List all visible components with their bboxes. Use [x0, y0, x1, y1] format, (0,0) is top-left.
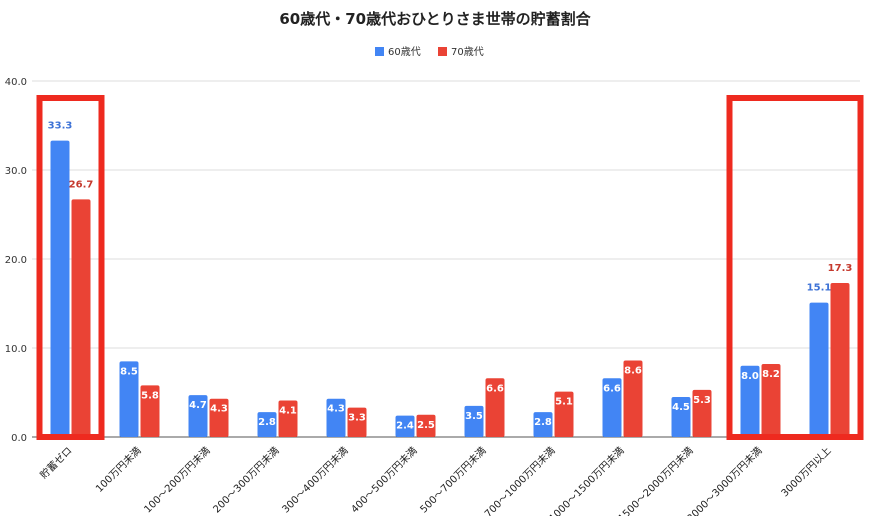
- x-tick-label: 300～400万円未満: [280, 445, 351, 516]
- x-tick-label: 200～300万円未満: [211, 445, 282, 516]
- bar: [395, 415, 415, 437]
- x-tick-label: 貯蓄ゼロ: [38, 445, 75, 482]
- legend-label: 60歳代: [388, 46, 421, 58]
- data-label: 4.7: [189, 400, 207, 411]
- bar: [485, 378, 505, 437]
- data-label: 15.1: [807, 283, 832, 294]
- data-label: 8.2: [762, 369, 780, 380]
- x-tick-label: 1500～2000万円未満: [616, 445, 696, 516]
- bar: [809, 302, 829, 437]
- bar: [533, 412, 553, 437]
- bar: [119, 361, 139, 437]
- x-tick-label: 3000万円以上: [779, 445, 834, 500]
- bar: [278, 400, 298, 437]
- bar: [347, 407, 367, 437]
- bar: [623, 360, 643, 437]
- data-label: 2.5: [417, 420, 435, 431]
- bar: [71, 199, 91, 437]
- data-label: 6.6: [486, 383, 504, 394]
- data-label: 3.5: [465, 411, 483, 422]
- x-tick-label: 1000～1500万円未満: [547, 445, 627, 516]
- y-tick-label: 20.0: [5, 255, 27, 266]
- data-label: 4.5: [672, 402, 690, 413]
- highlight-box: [726, 95, 864, 440]
- x-tick-label: 2000～3000万円未満: [685, 445, 765, 516]
- data-label: 26.7: [69, 179, 94, 190]
- data-label: 33.3: [48, 121, 73, 132]
- data-label: 6.6: [603, 383, 621, 394]
- data-label: 17.3: [828, 263, 853, 274]
- data-label: 5.1: [555, 397, 573, 408]
- legend-swatch: [375, 47, 384, 56]
- bar: [257, 412, 277, 437]
- data-label: 8.6: [624, 365, 642, 376]
- bar: [830, 283, 850, 437]
- bar: [326, 398, 346, 437]
- data-label: 4.3: [327, 404, 345, 415]
- x-tick-label: 500～700万円未満: [418, 445, 489, 516]
- legend-label: 70歳代: [451, 46, 484, 58]
- chart-title: 60歳代・70歳代おひとりさま世帯の貯蓄割合: [279, 10, 591, 28]
- bar: [602, 378, 622, 437]
- y-tick-label: 40.0: [5, 77, 27, 88]
- data-label: 2.4: [396, 421, 414, 432]
- y-tick-label: 10.0: [5, 344, 27, 355]
- x-tick-label: 400～500万円未満: [349, 445, 420, 516]
- legend-swatch: [438, 47, 447, 56]
- data-label: 8.0: [741, 371, 759, 382]
- data-label: 4.1: [279, 406, 297, 417]
- data-label: 2.8: [534, 417, 552, 428]
- data-label: 4.3: [210, 404, 228, 415]
- bar: [761, 364, 781, 437]
- bar: [416, 414, 436, 437]
- data-label: 5.3: [693, 395, 711, 406]
- x-tick-label: 100～200万円未満: [142, 445, 213, 516]
- bar: [740, 365, 760, 437]
- data-label: 2.8: [258, 417, 276, 428]
- bar: [671, 396, 691, 437]
- data-label: 5.8: [141, 390, 159, 401]
- bar: [209, 398, 229, 437]
- bar: [188, 395, 208, 437]
- x-tick-label: 100万円未満: [93, 445, 143, 495]
- highlight-box: [36, 95, 105, 440]
- y-tick-label: 0.0: [11, 433, 27, 444]
- bar: [140, 385, 160, 437]
- bar: [554, 391, 574, 437]
- bar: [692, 389, 712, 437]
- x-tick-label: 700～1000万円未満: [482, 445, 557, 516]
- y-tick-label: 30.0: [5, 166, 27, 177]
- bar: [464, 405, 484, 437]
- bar: [50, 140, 70, 437]
- data-label: 8.5: [120, 366, 138, 377]
- data-label: 3.3: [348, 413, 366, 424]
